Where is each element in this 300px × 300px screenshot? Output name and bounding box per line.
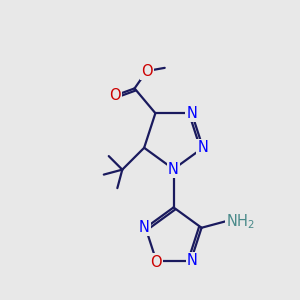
Text: N: N — [197, 140, 208, 155]
Text: O: O — [141, 64, 152, 79]
Text: N: N — [168, 162, 179, 177]
Text: N: N — [139, 220, 149, 235]
Text: NH$_2$: NH$_2$ — [226, 212, 255, 231]
Text: O: O — [109, 88, 121, 103]
Text: N: N — [187, 253, 198, 268]
Text: N: N — [186, 106, 197, 121]
Text: O: O — [150, 255, 162, 270]
